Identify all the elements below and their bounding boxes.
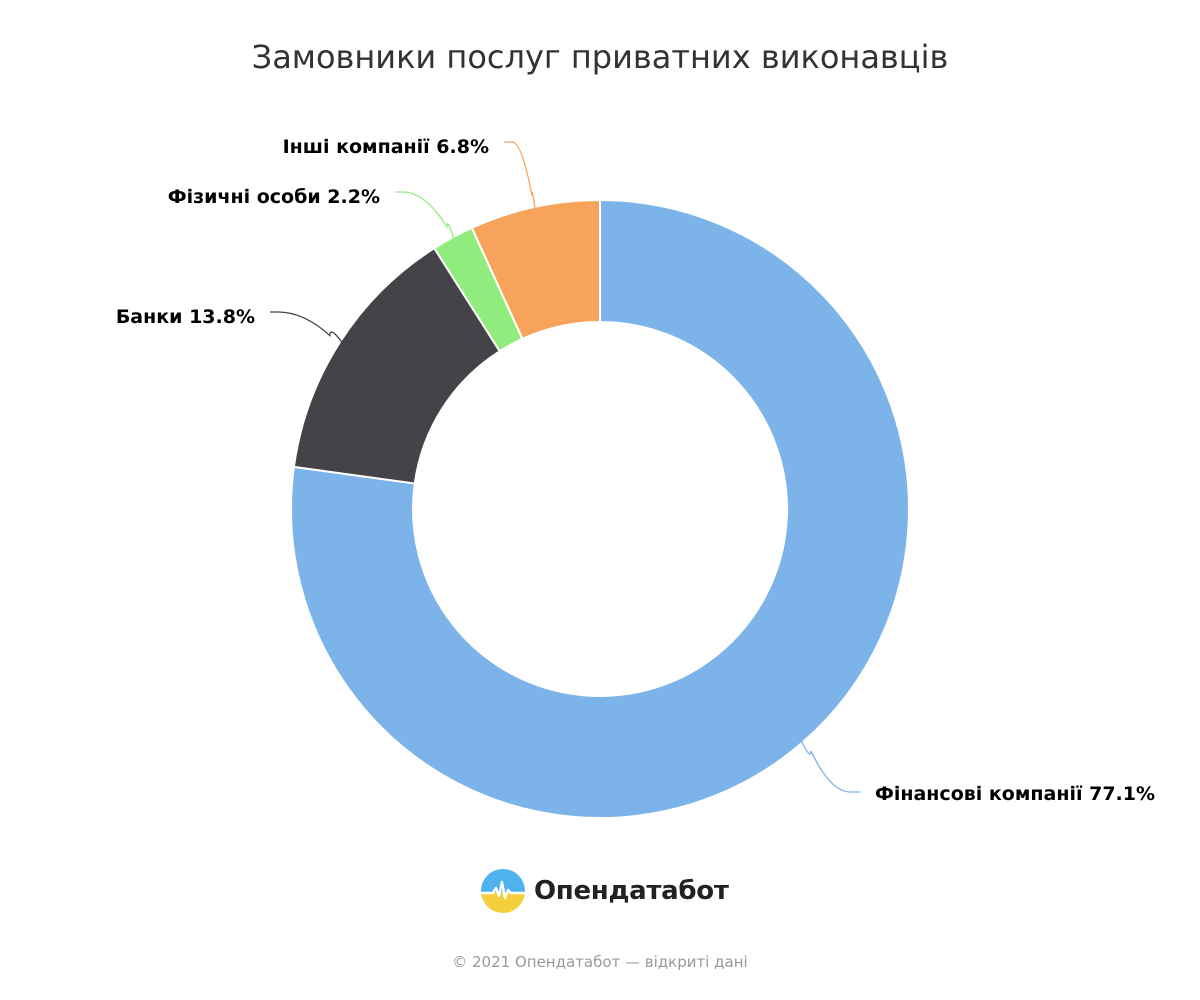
slice-3[interactable]: [470, 198, 601, 341]
chart-title: Замовники послуг приватних виконавців: [252, 38, 949, 76]
slice-label-3: Інші компанії 6.8%: [283, 136, 489, 158]
opendatabot-logo-icon: [481, 869, 525, 913]
connectors-group: [270, 141, 860, 793]
slice-0[interactable]: [290, 198, 910, 819]
connector-2: [395, 191, 456, 242]
connector-3: [504, 141, 536, 212]
labels-group: Фінансові компанії 77.1% Банки 13.8% Фізич…: [116, 136, 1155, 805]
slice-label-1: Банки 13.8%: [116, 306, 255, 328]
slice-label-2: Фізичні особи 2.2%: [168, 186, 380, 208]
logo-text: Опендатабот: [534, 876, 729, 906]
credits-text: © 2021 Опендатабот — відкриті дані: [452, 953, 748, 971]
slice-label-0: Фінансові компанії 77.1%: [875, 783, 1155, 805]
connector-1: [270, 311, 344, 345]
connector-0: [799, 738, 860, 793]
brand-logo: Опендатабот: [480, 867, 729, 915]
slices-group: [290, 198, 910, 819]
